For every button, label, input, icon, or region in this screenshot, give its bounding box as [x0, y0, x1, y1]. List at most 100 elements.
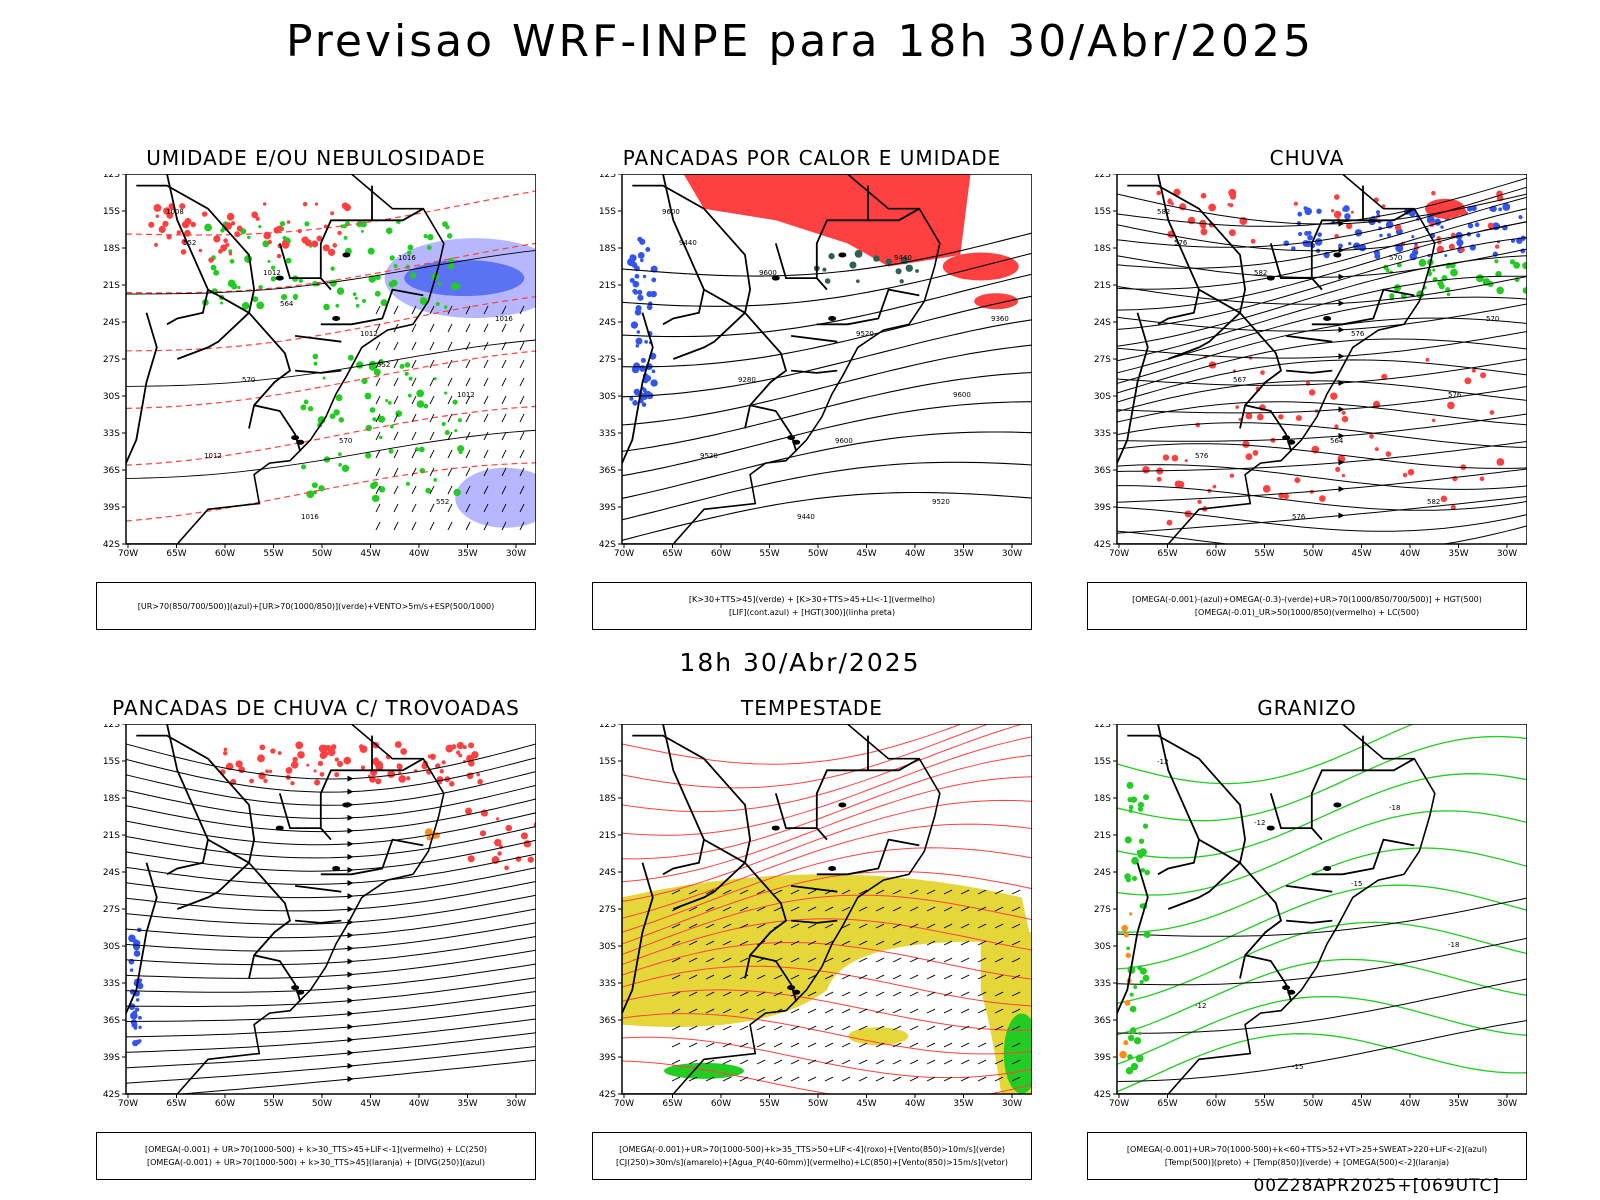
shaded-speckle — [325, 744, 332, 751]
shaded-speckle — [1235, 405, 1239, 409]
shaded-speckle — [341, 464, 350, 473]
wind-vector — [824, 1042, 834, 1048]
wind-vector — [994, 1042, 1004, 1048]
streamline-850 — [622, 847, 1032, 933]
lon-label: 35W — [457, 549, 477, 559]
wind-vector — [858, 923, 868, 929]
wind-vector — [858, 940, 868, 946]
shaded-speckle — [1343, 205, 1350, 212]
country-border — [790, 335, 838, 343]
wind-vector — [519, 323, 525, 333]
shaded-speckle — [1402, 472, 1408, 478]
lon-label: 50W — [808, 549, 828, 559]
wind-vector — [875, 1008, 885, 1014]
streamline-arrow — [347, 788, 354, 795]
shaded-speckle — [336, 760, 344, 768]
shaded-speckle — [335, 303, 340, 308]
wind-vector — [977, 1042, 987, 1048]
country-border — [1167, 312, 1241, 360]
shaded-speckle — [873, 255, 880, 262]
wind-vector — [841, 923, 851, 929]
shaded-speckle — [1127, 1034, 1135, 1042]
lat-label: 21S — [103, 831, 120, 841]
geopotential-contour — [622, 252, 1032, 307]
wind-vector — [756, 923, 766, 929]
shaded-speckle — [416, 389, 425, 398]
wind-vector — [465, 467, 471, 477]
wind-vector — [375, 521, 381, 531]
wind-vector — [429, 323, 435, 333]
shaded-speckle — [228, 252, 233, 256]
wind-vector — [739, 1059, 749, 1065]
streamline — [174, 1059, 536, 1094]
lat-label: 15S — [1094, 207, 1111, 217]
shaded-speckle — [300, 404, 307, 411]
shaded-speckle — [1509, 259, 1516, 265]
wind-vector — [790, 940, 800, 946]
wind-vector — [892, 974, 902, 980]
streamline — [1117, 221, 1527, 252]
wind-vector — [447, 395, 453, 405]
country-border — [1363, 207, 1415, 222]
lake — [1287, 439, 1296, 445]
wind-vector — [756, 1008, 766, 1014]
shaded-speckle — [251, 211, 259, 219]
wind-vector — [909, 923, 919, 929]
wind-vector — [429, 485, 435, 495]
shaded-speckle — [369, 482, 377, 490]
lat-label: 27S — [599, 355, 616, 365]
shaded-speckle — [201, 211, 208, 217]
contour-label: 564 — [1330, 437, 1344, 445]
country-border — [622, 312, 654, 466]
wind-vector — [994, 957, 1004, 963]
wind-vector — [807, 923, 817, 929]
shaded-speckle — [190, 221, 196, 228]
wind-vector — [393, 449, 399, 459]
shaded-speckle — [1476, 274, 1484, 283]
streamline-arrow — [1338, 379, 1345, 386]
wind-vector — [483, 305, 489, 315]
lon-label: 50W — [1303, 549, 1323, 559]
wind-vector — [909, 1076, 919, 1082]
geopotential-contour — [1117, 221, 1527, 311]
country-border — [319, 185, 373, 291]
shaded-speckle — [372, 757, 379, 764]
shaded-speckle — [334, 757, 339, 762]
shaded-speckle — [505, 824, 513, 832]
wind-vector — [501, 467, 507, 477]
shaded-speckle — [1139, 903, 1145, 909]
wind-vector — [909, 906, 919, 912]
panel-legend: [OMEGA(-0.001)-(azul)+OMEGA(-0.3)-(verde… — [1087, 582, 1527, 630]
wind-vector — [875, 1042, 885, 1048]
map-content: 9600960095209600952094409440936092809600… — [622, 174, 1032, 544]
shaded-speckle — [1394, 224, 1402, 231]
streamline-arrow — [1338, 300, 1345, 307]
wind-vector — [519, 413, 525, 423]
shaded-speckle — [368, 275, 377, 283]
shaded-speckle — [1476, 233, 1481, 238]
shaded-speckle — [223, 238, 228, 244]
wind-vector — [841, 974, 851, 980]
shaded-speckle — [637, 289, 643, 295]
wind-vector — [501, 359, 507, 369]
shaded-speckle — [1440, 225, 1444, 229]
wind-vector — [790, 974, 800, 980]
shaded-speckle — [135, 940, 141, 946]
map-frame — [125, 724, 536, 1095]
shaded-speckle — [336, 287, 345, 295]
temperature-850-contour — [1117, 810, 1527, 896]
lat-label: 42S — [599, 1090, 616, 1100]
lon-label: 55W — [759, 1099, 779, 1109]
wind-vector — [875, 1076, 885, 1082]
wind-vector — [688, 1008, 698, 1014]
shaded-speckle — [236, 225, 243, 232]
legend-line: [OMEGA(-0.01)_UR>50(1000/850)(vermelho) … — [1194, 608, 1420, 617]
shaded-speckle — [1395, 244, 1404, 253]
shaded-speckle — [138, 1025, 142, 1029]
shaded-speckle — [1131, 856, 1139, 865]
shaded-speckle — [385, 399, 389, 403]
lon-label: 65W — [662, 1099, 682, 1109]
wind-vector — [429, 503, 435, 513]
shaded-speckle — [1125, 1067, 1134, 1075]
wind-vector — [429, 377, 435, 387]
